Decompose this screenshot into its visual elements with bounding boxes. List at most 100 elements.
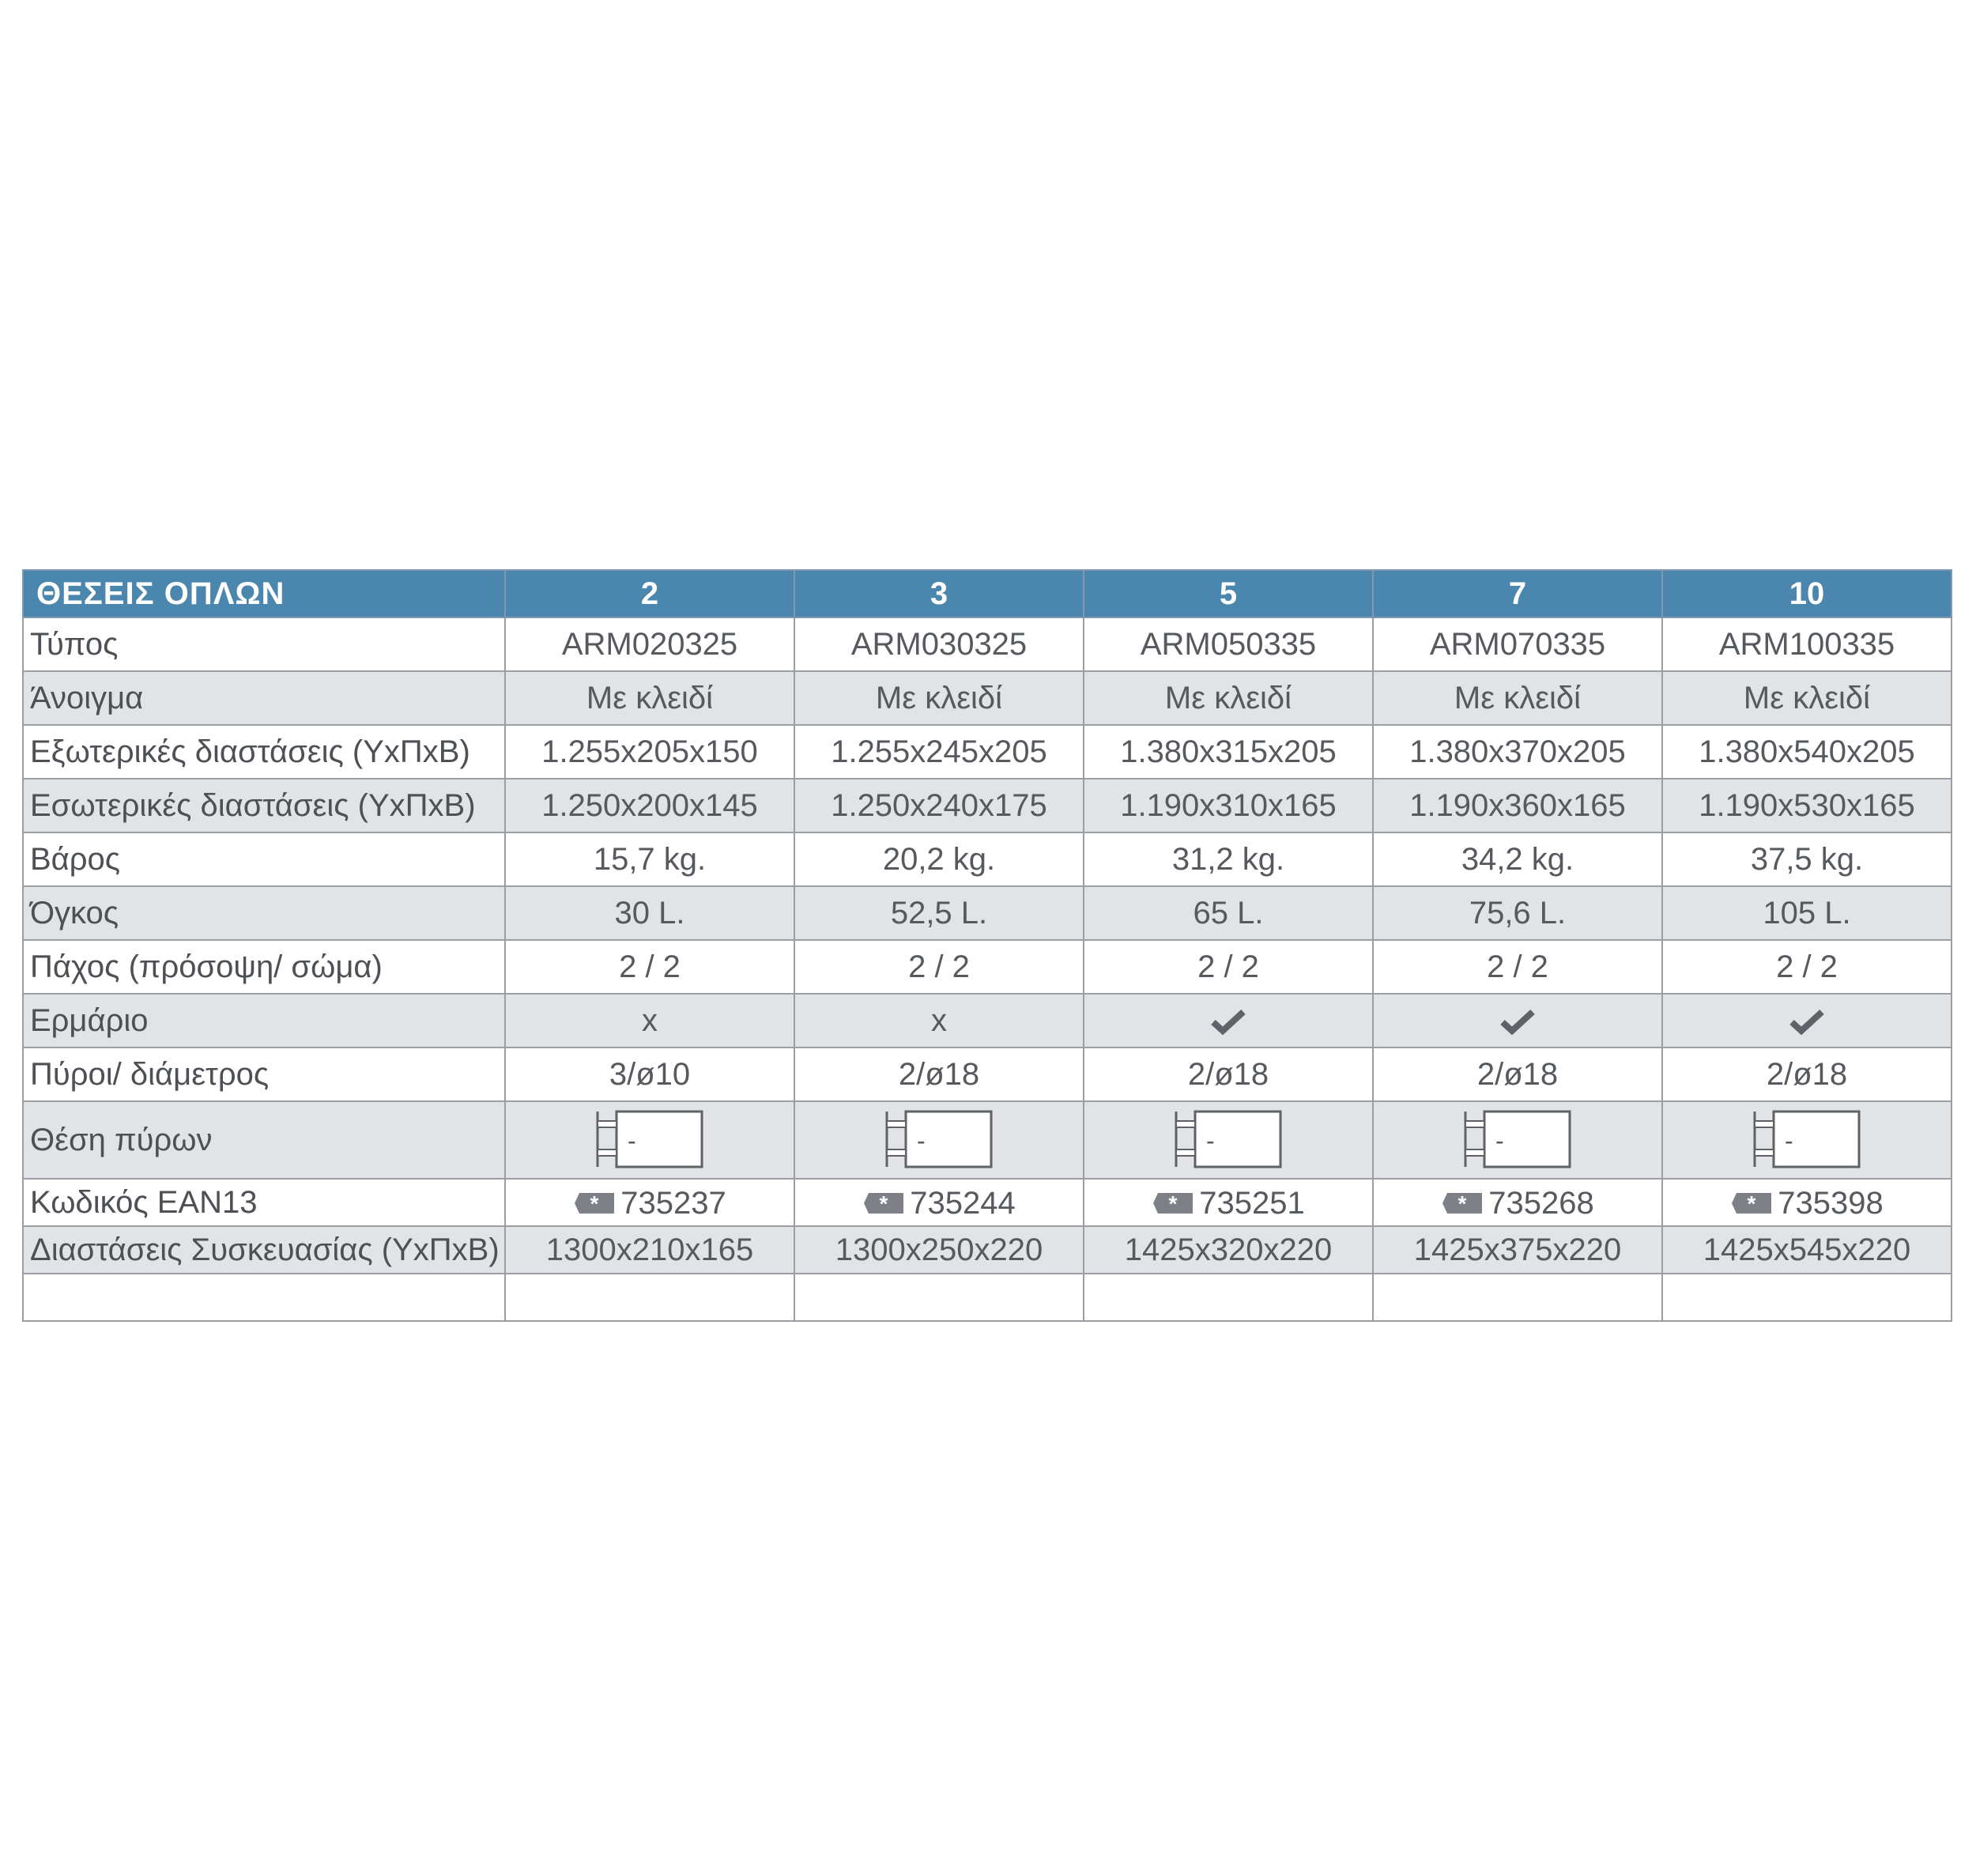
ean-code: 735398 [1778, 1185, 1884, 1221]
table-cell: 1300x250x220 [794, 1225, 1084, 1274]
row-label: Τύπος [22, 617, 506, 672]
table-cell: * 735398 [1661, 1178, 1952, 1227]
svg-text:*: * [1748, 1191, 1756, 1215]
table-cell: 37,5 kg. [1661, 832, 1952, 887]
table-cell: 2 / 2 [1083, 939, 1374, 995]
table-cell: ARM050335 [1083, 617, 1374, 672]
empty-cell [1372, 1273, 1663, 1322]
bolt-diagram-icon: - [596, 1110, 703, 1168]
ean-code: 735244 [910, 1185, 1016, 1221]
row-label: Κωδικός EAN13 [22, 1178, 506, 1227]
table-cell: ARM070335 [1372, 617, 1663, 672]
table-row: Όγκος 30 L. 52,5 L. 65 L. 75,6 L. 105 L. [22, 885, 1952, 941]
table-row: Τύπος ARM020325 ARM030325 ARM050335 ARM0… [22, 617, 1952, 672]
svg-text:*: * [1169, 1191, 1178, 1215]
table-cell: * 735244 [794, 1178, 1084, 1227]
table-cell: 2/ø18 [1661, 1047, 1952, 1102]
table-cell: Με κλειδί [504, 670, 795, 726]
table-row: Πύροι/ διάμετρος 3/ø10 2/ø18 2/ø18 2/ø18… [22, 1047, 1952, 1102]
bolt-diagram-label: - [1785, 1127, 1793, 1155]
table-cell: 1.250x200x145 [504, 778, 795, 833]
bolt-diagram-label: - [917, 1127, 926, 1155]
row-label: Πάχος (πρόσοψη/ σώμα) [22, 939, 506, 995]
table-cell: 34,2 kg. [1372, 832, 1663, 887]
table-cell: 52,5 L. [794, 885, 1084, 941]
table-cell: 1.380x370x205 [1372, 724, 1663, 779]
table-cell: 2 / 2 [794, 939, 1084, 995]
check-icon [1500, 1009, 1535, 1036]
table-cell: 15,7 kg. [504, 832, 795, 887]
table-cell: 1.190x310x165 [1083, 778, 1374, 833]
table-cell: 1.250x240x175 [794, 778, 1084, 833]
table-cell: 31,2 kg. [1083, 832, 1374, 887]
barcode-tag-icon: * [575, 1191, 615, 1215]
row-label: Άνοιγμα [22, 670, 506, 726]
table-cell: ARM030325 [794, 617, 1084, 672]
table-cell: 1300x210x165 [504, 1225, 795, 1274]
table-cell: 1425x375x220 [1372, 1225, 1663, 1274]
table-cell: * 735237 [504, 1178, 795, 1227]
table-cell: Με κλειδί [794, 670, 1084, 726]
empty-row [22, 1273, 1952, 1322]
ean-code: 735268 [1488, 1185, 1594, 1221]
table-row: Ερμάριο x x [22, 993, 1952, 1048]
table-cell: 105 L. [1661, 885, 1952, 941]
table-row: Πάχος (πρόσοψη/ σώμα) 2 / 2 2 / 2 2 / 2 … [22, 939, 1952, 995]
table-cell: 2 / 2 [1372, 939, 1663, 995]
barcode-tag-icon: * [864, 1191, 904, 1215]
bolt-diagram-label: - [1495, 1127, 1504, 1155]
table-cell: 1425x545x220 [1661, 1225, 1952, 1274]
header-row: ΘΕΣΕΙΣ ΟΠΛΩΝ 2 3 5 7 10 [22, 569, 1952, 618]
row-label: Ερμάριο [22, 993, 506, 1048]
bolt-diagram-icon: - [885, 1110, 993, 1168]
table-cell: 65 L. [1083, 885, 1374, 941]
table-cell: Με κλειδί [1372, 670, 1663, 726]
table-row: Εσωτερικές διαστάσεις (ΥxΠxΒ) 1.250x200x… [22, 778, 1952, 833]
bolt-diagram-icon: - [1753, 1110, 1861, 1168]
table-cell [1083, 993, 1374, 1048]
table-cell: * 735268 [1372, 1178, 1663, 1227]
table-cell: 3/ø10 [504, 1047, 795, 1102]
row-label: Βάρος [22, 832, 506, 887]
table-row: Διαστάσεις Συσκευασίας (ΥxΠxΒ) 1300x210x… [22, 1225, 1952, 1274]
table-cell: Με κλειδί [1083, 670, 1374, 726]
table-cell: 2/ø18 [1083, 1047, 1374, 1102]
table-cell: - [1372, 1100, 1663, 1180]
barcode-tag-icon: * [1153, 1191, 1194, 1215]
svg-text:*: * [880, 1191, 888, 1215]
svg-text:*: * [590, 1191, 599, 1215]
table-cell: 1.380x540x205 [1661, 724, 1952, 779]
check-icon [1211, 1009, 1246, 1036]
header-col: 10 [1661, 569, 1952, 618]
table-cell: 1.255x205x150 [504, 724, 795, 779]
bolt-diagram-icon: - [1464, 1110, 1571, 1168]
row-label: Πύροι/ διάμετρος [22, 1047, 506, 1102]
table-cell: ARM100335 [1661, 617, 1952, 672]
header-col: 3 [794, 569, 1084, 618]
empty-cell [504, 1273, 795, 1322]
table-cell: 2/ø18 [794, 1047, 1084, 1102]
ean-code: 735237 [620, 1185, 726, 1221]
bolt-diagram-label: - [628, 1127, 636, 1155]
table-cell: 2/ø18 [1372, 1047, 1663, 1102]
table-cell: x [794, 993, 1084, 1048]
header-col: 5 [1083, 569, 1374, 618]
barcode-tag-icon: * [1732, 1191, 1772, 1215]
table-cell: Με κλειδί [1661, 670, 1952, 726]
table-cell: ARM020325 [504, 617, 795, 672]
header-label: ΘΕΣΕΙΣ ΟΠΛΩΝ [22, 569, 506, 618]
table-row: Άνοιγμα Με κλειδί Με κλειδί Με κλειδί Με… [22, 670, 1952, 726]
bolt-diagram-icon: - [1175, 1110, 1282, 1168]
table-row: Εξωτερικές διαστάσεις (ΥxΠxΒ) 1.255x205x… [22, 724, 1952, 779]
table-cell: - [1083, 1100, 1374, 1180]
table-cell: * 735251 [1083, 1178, 1374, 1227]
barcode-tag-icon: * [1442, 1191, 1483, 1215]
table-row: Θέση πύρων - - [22, 1100, 1952, 1180]
table-cell: 1425x320x220 [1083, 1225, 1374, 1274]
table-cell: 1.255x245x205 [794, 724, 1084, 779]
table-cell: 2 / 2 [504, 939, 795, 995]
ean-code: 735251 [1199, 1185, 1305, 1221]
header-col: 7 [1372, 569, 1663, 618]
table-cell: - [1661, 1100, 1952, 1180]
table-cell: 1.380x315x205 [1083, 724, 1374, 779]
